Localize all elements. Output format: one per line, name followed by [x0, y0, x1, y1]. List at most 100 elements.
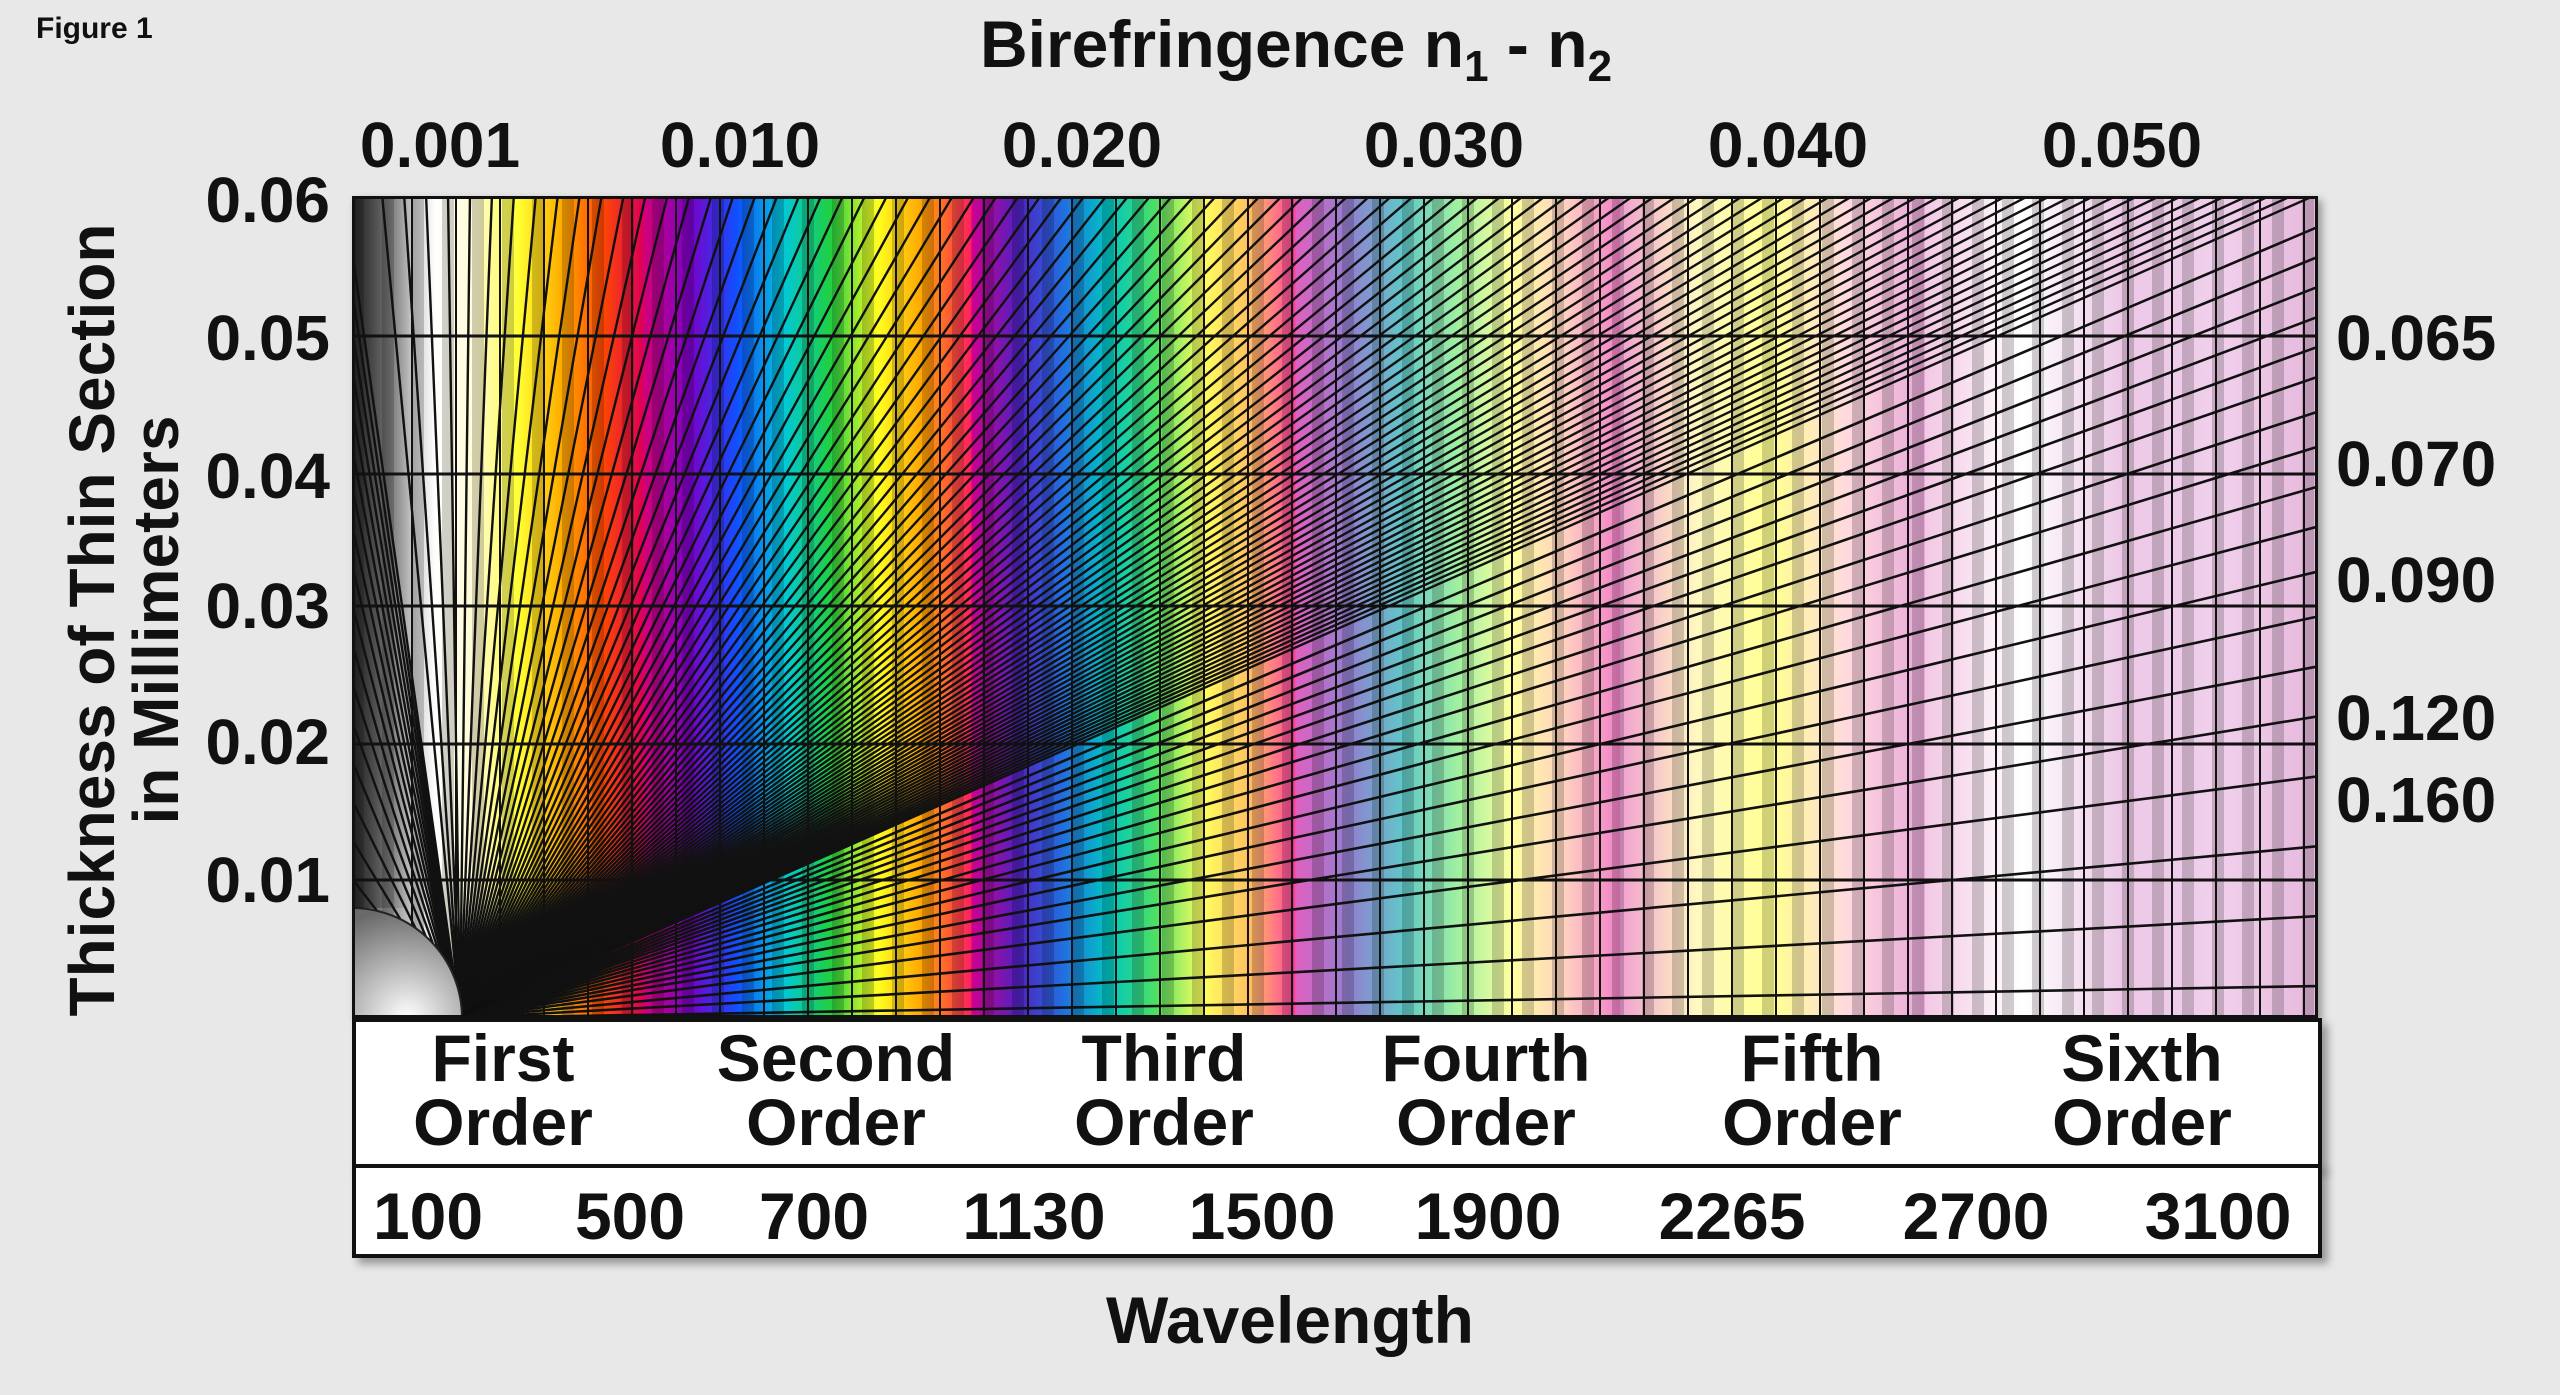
- order-label-line2: Order: [1722, 1085, 1902, 1159]
- birefringence-line: [459, 196, 1174, 1018]
- birefringence-line: [459, 196, 1592, 1018]
- birefringence-line: [459, 196, 1768, 1018]
- birefringence-line: [459, 410, 2318, 1018]
- thickness-tick: 0.06: [205, 164, 330, 236]
- wavelength-value: 700: [758, 1179, 870, 1253]
- birefringence-line: [459, 196, 1812, 1018]
- interference-color-chart: [352, 196, 2318, 1018]
- birefringence-line: [459, 196, 1306, 1018]
- birefringence-tick: 0.020: [1001, 109, 1163, 181]
- birefringence-line: [459, 196, 1372, 1018]
- birefringence-line: [459, 196, 2075, 1018]
- birefringence-line: [458, 196, 581, 1018]
- order-label-line2: Order: [1074, 1085, 1254, 1159]
- birefringence-line: [459, 285, 2318, 1018]
- birefringence-line: [459, 615, 2318, 1018]
- order-label: Sixth Order: [2052, 1021, 2232, 1159]
- birefringence-line: [459, 315, 2318, 1018]
- birefringence-line: [459, 196, 1065, 1018]
- birefringence-line: [459, 196, 1262, 1018]
- order-label-line1: Third: [1081, 1021, 1247, 1095]
- birefringence-line: [458, 196, 691, 1018]
- birefringence-line: [459, 715, 2318, 1018]
- order-label: Fourth Order: [1382, 1025, 1591, 1159]
- birefringence-line: [459, 665, 2318, 1018]
- order-label-line1: Second: [716, 1021, 956, 1095]
- chart-graphic: [352, 196, 2318, 1018]
- birefringence-line: [458, 196, 779, 1018]
- order-label: Fifth Order: [1722, 1021, 1902, 1159]
- birefringence-line: [458, 196, 647, 1018]
- birefringence-line: [459, 196, 1438, 1018]
- birefringence-title-sub1: 1: [1464, 42, 1489, 92]
- birefringence-line: [459, 196, 1680, 1018]
- birefringence-line: [459, 196, 1482, 1018]
- wavelength-value: 500: [574, 1179, 686, 1253]
- birefringence-line-label: 0.065: [2336, 302, 2497, 374]
- birefringence-line: [458, 196, 603, 1018]
- birefringence-line: [459, 196, 2295, 1018]
- birefringence-line: [459, 774, 2318, 1018]
- birefringence-line: [459, 196, 1570, 1018]
- birefringence-line: [459, 196, 1130, 1018]
- birefringence-line: [459, 196, 2207, 1018]
- birefringence-line: [459, 196, 1526, 1018]
- birefringence-line: [459, 525, 2318, 1018]
- birefringence-line: [458, 196, 669, 1018]
- birefringence-line: [459, 196, 2141, 1018]
- birefringence-line: [459, 196, 2185, 1018]
- birefringence-line: [458, 196, 494, 1018]
- order-label-line1: Fifth: [1740, 1021, 1884, 1095]
- order-label: Second Order: [716, 1021, 956, 1155]
- thickness-tick: 0.03: [205, 570, 330, 642]
- birefringence-line: [459, 196, 1855, 1018]
- birefringence-line: [459, 196, 1899, 1018]
- birefringence-line: [459, 196, 2053, 1018]
- birefringence-line: [459, 196, 2119, 1018]
- birefringence-line: [459, 570, 2318, 1018]
- birefringence-line: [459, 196, 2251, 1018]
- order-label-line1: Sixth: [2061, 1021, 2223, 1095]
- birefringence-title-dash: - n: [1488, 7, 1588, 81]
- birefringence-line: [459, 196, 1328, 1018]
- birefringence-line: [458, 196, 977, 1018]
- birefringence-line: [459, 196, 1504, 1018]
- birefringence-line: [459, 196, 2163, 1018]
- birefringence-line: [459, 196, 1987, 1018]
- birefringence-line: [459, 196, 1724, 1018]
- order-label: First Order: [413, 1025, 593, 1155]
- wavelength-value: 3100: [2144, 1179, 2292, 1253]
- birefringence-line: [459, 196, 1021, 1018]
- birefringence-line: [459, 196, 1218, 1018]
- birefringence-lines: [352, 196, 2318, 1018]
- birefringence-line: [459, 196, 1702, 1018]
- order-label-line2: Order: [1396, 1085, 1576, 1159]
- birefringence-line: [458, 196, 911, 1018]
- birefringence-line: [459, 984, 2318, 1018]
- birefringence-line: [459, 196, 2273, 1018]
- birefringence-tick: 0.030: [1363, 109, 1525, 181]
- order-label-line2: Order: [2052, 1085, 2232, 1159]
- birefringence-line: [458, 196, 625, 1018]
- birefringence-line: [459, 255, 2318, 1018]
- left-edge-shade: [352, 196, 412, 908]
- birefringence-line: [459, 196, 1240, 1018]
- birefringence-tick: 0.040: [1707, 109, 1869, 181]
- birefringence-line: [458, 196, 823, 1018]
- birefringence-line-label: 0.070: [2336, 428, 2497, 500]
- birefringence-line: [459, 196, 1460, 1018]
- birefringence-line: [459, 225, 2318, 1018]
- birefringence-line: [459, 196, 2097, 1018]
- birefringence-line: [459, 196, 1086, 1018]
- birefringence-line: [458, 196, 757, 1018]
- birefringence-line-label: 0.120: [2336, 682, 2497, 754]
- birefringence-line: [459, 196, 1658, 1018]
- birefringence-line: [459, 196, 2031, 1018]
- birefringence-line: [459, 196, 1636, 1018]
- birefringence-line: [458, 196, 713, 1018]
- birefringence-line: [459, 196, 1394, 1018]
- birefringence-line: [459, 196, 1790, 1018]
- wavelength-value: 1130: [962, 1179, 1106, 1253]
- chart-frame: [352, 196, 2318, 1018]
